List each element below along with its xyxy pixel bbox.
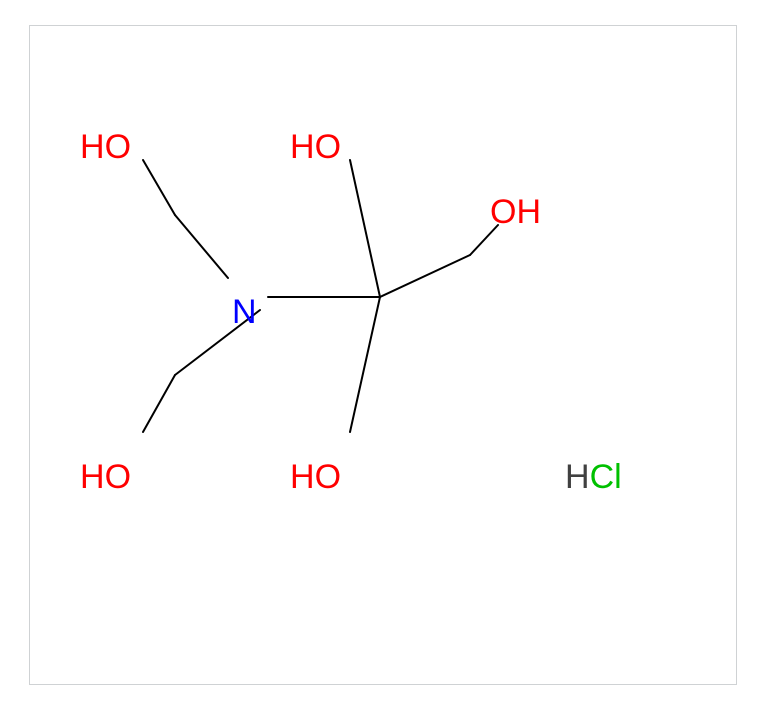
hcl-label: HCl xyxy=(565,460,622,494)
bond-b4 xyxy=(143,375,175,432)
oh-top-left: HO xyxy=(80,130,131,164)
oh-top-right-left: O xyxy=(490,193,516,231)
oh-bot-mid-left: H xyxy=(290,458,315,496)
oh-top-mid: HO xyxy=(290,130,341,164)
oh-bot-left-left: H xyxy=(80,458,105,496)
bond-b7 xyxy=(350,297,380,432)
oh-bot-mid: HO xyxy=(290,460,341,494)
hcl-label-left: H xyxy=(565,458,590,496)
oh-bot-mid-right: O xyxy=(315,458,341,496)
oh-bot-left-right: O xyxy=(105,458,131,496)
oh-top-mid-right: O xyxy=(315,128,341,166)
bond-layer xyxy=(0,0,765,715)
oh-top-right-right: H xyxy=(516,193,541,231)
n-label: N xyxy=(232,295,257,329)
bond-b8 xyxy=(380,255,470,297)
bond-b2 xyxy=(175,215,228,278)
oh-bot-left: HO xyxy=(80,460,131,494)
oh-top-right: OH xyxy=(490,195,541,229)
oh-top-mid-left: H xyxy=(290,128,315,166)
bond-b6 xyxy=(350,160,380,297)
oh-top-left-right: O xyxy=(105,128,131,166)
hcl-label-right: Cl xyxy=(590,458,622,496)
oh-top-left-left: H xyxy=(80,128,105,166)
n-label-text: N xyxy=(232,293,257,331)
bond-b1 xyxy=(143,160,175,215)
